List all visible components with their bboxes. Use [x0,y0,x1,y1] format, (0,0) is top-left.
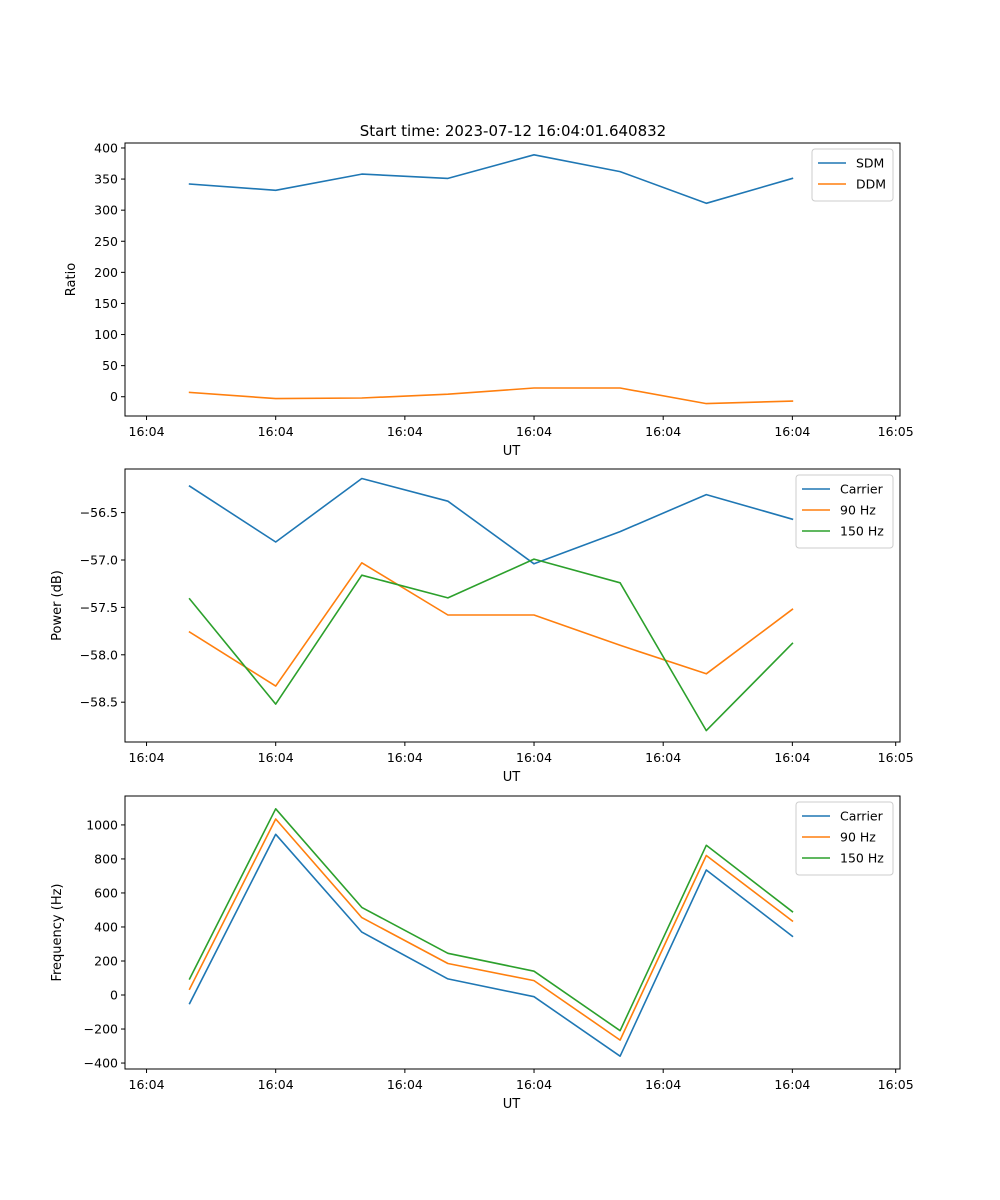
power-series-90-hz-line [188,561,794,687]
power-series-150-hz-line [188,558,794,732]
power-x-tick-label: 16:04 [774,750,810,765]
ratio-y-axis-label: Ratio [64,263,79,296]
ratio-legend-box [811,148,894,202]
power-panel: −58.5 −58.0 −57.5 −57.0 −56.5 16:04 16:04 16:04… [50,468,914,785]
ratio-x-tick-label: 16:04 [774,424,810,439]
frequency-x-tick-label: 16:04 [258,1077,294,1092]
power-y-axis-label: Power (dB) [50,570,65,641]
ratio-series-ddm-line [188,387,794,405]
ratio-panel: 0 50 100 150 200 250 300 350 400 16:04 16:04 16:04 1… [64,140,914,459]
power-x-tick-label: 16:05 [878,750,914,765]
ratio-x-tick-label: 16:04 [516,424,552,439]
power-x-tick-label: 16:04 [645,750,681,765]
ratio-y-tick-label: 50 [102,358,118,373]
ratio-x-tick-label: 16:04 [258,424,294,439]
ratio-y-tick-label: 300 [94,203,118,218]
frequency-x-tick-label: 16:04 [129,1077,165,1092]
frequency-x-axis-label: UT [503,1097,521,1112]
ratio-x-tick-label: 16:04 [645,424,681,439]
frequency-x-tick-label: 16:05 [878,1077,914,1092]
frequency-y-tick-label: 0 [110,988,118,1003]
power-legend-label-90-hz: 90 Hz [840,503,876,518]
frequency-x-tick-label: 16:04 [645,1077,681,1092]
ratio-y-tick-label: 150 [94,296,118,311]
ratio-x-tick-label: 16:04 [129,424,165,439]
power-series-carrier-line [188,477,794,565]
frequency-y-tick-label: −200 [84,1022,118,1037]
frequency-series-carrier-line [188,833,794,1057]
ratio-x-tick-label: 16:05 [878,424,914,439]
frequency-y-tick-label: 800 [94,851,118,866]
power-x-axis-label: UT [503,770,521,785]
ratio-y-tick-label: 0 [110,389,118,404]
power-y-tick-label: −58.0 [80,647,118,662]
frequency-series-150-hz-line [188,807,794,1032]
power-y-tick-label: −57.0 [80,553,118,568]
ratio-x-axis-label: UT [503,444,521,459]
frequency-series-90-hz-line [188,818,794,1041]
ratio-series-sdm-line [188,154,794,205]
ratio-axes-frame [124,142,901,417]
ratio-y-tick-label: 200 [94,265,118,280]
figure-title: Start time: 2023-07-12 16:04:01.640832 [360,122,666,140]
ratio-legend-label-ddm: DDM [856,177,886,192]
power-legend-label-carrier: Carrier [840,482,884,497]
frequency-x-tick-label: 16:04 [516,1077,552,1092]
frequency-legend-box [795,801,894,876]
frequency-y-tick-label: 200 [94,953,118,968]
power-legend-label-150-hz: 150 Hz [840,524,884,539]
power-legend-box [795,474,894,549]
ratio-y-tick-label: 400 [94,140,118,155]
power-axes-frame [124,468,901,743]
ratio-x-tick-label: 16:04 [387,424,423,439]
power-y-tick-label: −58.5 [80,695,118,710]
frequency-axes-frame [124,795,901,1070]
frequency-y-axis-label: Frequency (Hz) [50,883,65,981]
ratio-y-tick-label: 350 [94,172,118,187]
ratio-y-tick-label: 250 [94,234,118,249]
frequency-panel: −400 −200 0 200 400 600 800 1000 16:04 16:04 16:04… [50,795,914,1112]
power-y-tick-label: −57.5 [80,600,118,615]
frequency-x-tick-label: 16:04 [774,1077,810,1092]
ratio-legend-label-sdm: SDM [856,156,884,171]
frequency-y-tick-label: 400 [94,919,118,934]
ratio-y-tick-label: 100 [94,327,118,342]
power-y-tick-label: −56.5 [80,505,118,520]
power-x-tick-label: 16:04 [129,750,165,765]
frequency-legend-label-150-hz: 150 Hz [840,851,884,866]
frequency-legend-label-90-hz: 90 Hz [840,830,876,845]
frequency-x-tick-label: 16:04 [387,1077,423,1092]
power-x-tick-label: 16:04 [258,750,294,765]
power-x-tick-label: 16:04 [516,750,552,765]
frequency-y-tick-label: 1000 [86,817,118,832]
frequency-legend-label-carrier: Carrier [840,809,884,824]
power-x-tick-label: 16:04 [387,750,423,765]
frequency-y-tick-label: −400 [84,1056,118,1071]
frequency-y-tick-label: 600 [94,885,118,900]
